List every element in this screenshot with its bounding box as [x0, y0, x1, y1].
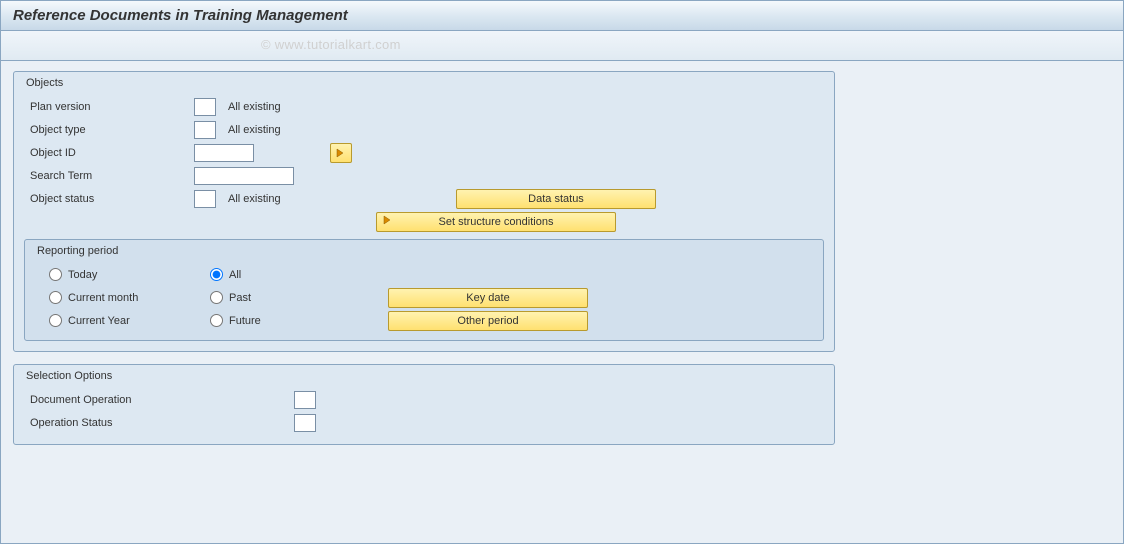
other-period-button-label: Other period — [457, 315, 518, 327]
key-date-button-label: Key date — [466, 292, 509, 304]
objects-group: Objects Plan version All existing Object… — [13, 71, 835, 352]
radio-all-label: All — [229, 269, 241, 281]
object-type-label: Object type — [24, 124, 194, 136]
object-type-row: Object type All existing — [24, 118, 824, 141]
operation-status-label: Operation Status — [24, 417, 294, 429]
radio-today-label: Today — [68, 269, 97, 281]
plan-version-after: All existing — [216, 101, 281, 113]
radio-row-3: Current Year Future Other period — [35, 309, 813, 332]
object-type-after: All existing — [216, 124, 281, 136]
radio-today[interactable] — [49, 268, 62, 281]
search-term-input[interactable] — [194, 167, 294, 185]
set-structure-conditions-button[interactable]: Set structure conditions — [376, 212, 616, 232]
operation-status-input[interactable] — [294, 414, 316, 432]
search-term-row: Search Term — [24, 164, 824, 187]
plan-version-label: Plan version — [24, 101, 194, 113]
key-date-button[interactable]: Key date — [388, 288, 588, 308]
document-operation-input[interactable] — [294, 391, 316, 409]
reporting-period-title: Reporting period — [35, 242, 813, 263]
radio-current-year[interactable] — [49, 314, 62, 327]
radio-all[interactable] — [210, 268, 223, 281]
object-id-label: Object ID — [24, 147, 194, 159]
radio-future[interactable] — [210, 314, 223, 327]
object-id-input[interactable] — [194, 144, 254, 162]
arrow-right-icon — [336, 148, 346, 158]
content-area: Objects Plan version All existing Object… — [1, 61, 1123, 467]
document-operation-label: Document Operation — [24, 394, 294, 406]
object-status-input[interactable] — [194, 190, 216, 208]
structure-row: Set structure conditions — [24, 210, 824, 233]
object-id-row: Object ID — [24, 141, 824, 164]
operation-status-row: Operation Status — [24, 411, 824, 434]
radio-future-label: Future — [229, 315, 261, 327]
arrow-right-icon — [383, 215, 393, 228]
object-status-label: Object status — [24, 193, 194, 205]
radio-current-month-label: Current month — [68, 292, 138, 304]
reporting-period-group: Reporting period Today All Cur — [24, 239, 824, 341]
radio-current-month[interactable] — [49, 291, 62, 304]
page-title: Reference Documents in Training Manageme… — [1, 1, 1123, 31]
toolbar: © www.tutorialkart.com — [1, 31, 1123, 61]
radio-row-2: Current month Past Key date — [35, 286, 813, 309]
app-window: Reference Documents in Training Manageme… — [0, 0, 1124, 544]
radio-current-year-label: Current Year — [68, 315, 130, 327]
radio-past[interactable] — [210, 291, 223, 304]
plan-version-row: Plan version All existing — [24, 95, 824, 118]
objects-group-title: Objects — [24, 74, 824, 95]
object-status-row: Object status All existing Data status — [24, 187, 824, 210]
multiple-selection-button[interactable] — [330, 143, 352, 163]
object-type-input[interactable] — [194, 121, 216, 139]
set-structure-conditions-label: Set structure conditions — [439, 216, 554, 228]
selection-options-group: Selection Options Document Operation Ope… — [13, 364, 835, 445]
watermark-text: © www.tutorialkart.com — [261, 37, 401, 52]
object-status-after: All existing — [216, 193, 356, 205]
search-term-label: Search Term — [24, 170, 194, 182]
document-operation-row: Document Operation — [24, 388, 824, 411]
plan-version-input[interactable] — [194, 98, 216, 116]
data-status-button-label: Data status — [528, 193, 584, 205]
selection-options-title: Selection Options — [24, 367, 824, 388]
other-period-button[interactable]: Other period — [388, 311, 588, 331]
radio-row-1: Today All — [35, 263, 813, 286]
data-status-button[interactable]: Data status — [456, 189, 656, 209]
radio-past-label: Past — [229, 292, 251, 304]
